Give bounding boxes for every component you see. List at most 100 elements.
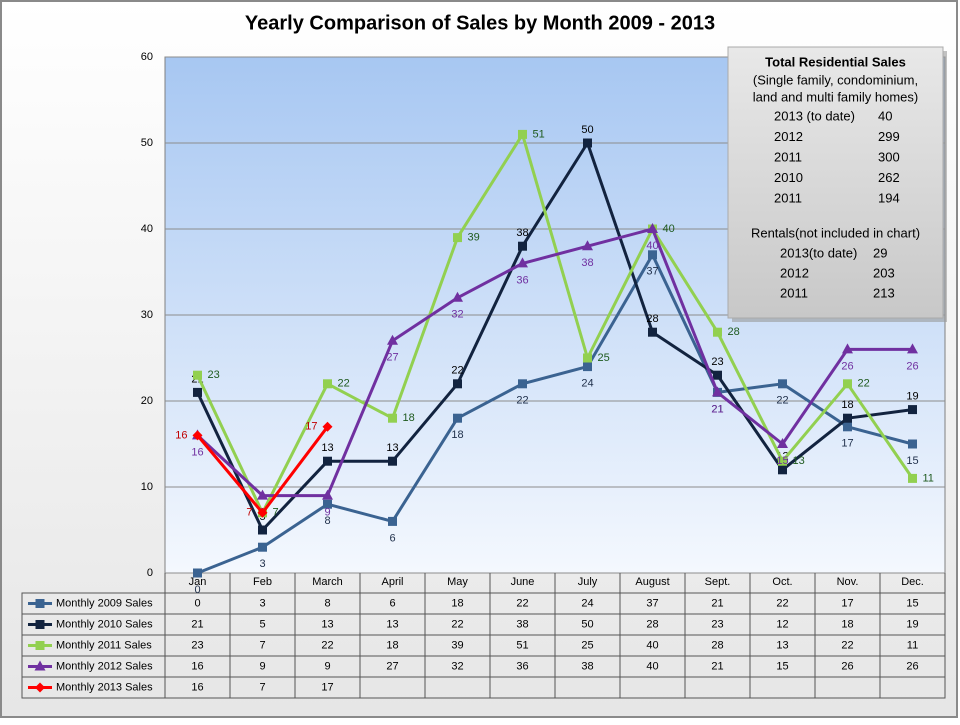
data-label: 23 (711, 356, 723, 368)
y-tick-label: 50 (141, 137, 153, 149)
data-label: 23 (208, 369, 220, 381)
data-label: 28 (728, 326, 740, 338)
data-label: 8 (324, 515, 330, 527)
y-tick-label: 20 (141, 395, 153, 407)
table-cell: 24 (581, 597, 593, 609)
table-cell: 40 (646, 639, 658, 651)
x-tick-label: May (447, 576, 468, 588)
marker (452, 291, 463, 302)
marker (257, 507, 268, 518)
marker (648, 250, 657, 260)
info-rental-value: 203 (873, 265, 895, 280)
info-row-label: 2011 (774, 149, 802, 164)
table-cell: 36 (516, 660, 528, 672)
table-cell: 11 (907, 639, 918, 651)
x-tick-label: Jan (189, 576, 207, 588)
table-cell: 21 (711, 660, 723, 672)
data-label: 40 (646, 240, 658, 252)
legend-marker (34, 660, 46, 671)
data-label: 25 (598, 352, 610, 364)
table-cell: 15 (776, 660, 788, 672)
marker (908, 473, 917, 483)
marker (388, 413, 397, 423)
data-label: 37 (646, 266, 658, 278)
x-tick-label: Dec. (901, 576, 924, 588)
table-cell: 26 (906, 660, 918, 672)
table-cell: 22 (841, 639, 853, 651)
marker (518, 379, 527, 389)
table-cell: 16 (191, 660, 203, 672)
info-rental-label: 2012 (780, 265, 809, 280)
data-label: 13 (321, 442, 333, 454)
table-cell: 26 (841, 660, 853, 672)
info-rental-label: 2013(to date) (780, 245, 857, 260)
marker (258, 542, 267, 552)
data-label: 36 (516, 274, 528, 286)
table-cell: 28 (646, 618, 658, 630)
data-label: 15 (776, 455, 788, 467)
marker (193, 387, 202, 397)
y-tick-label: 60 (141, 51, 153, 63)
marker (453, 233, 462, 243)
table-cell: 6 (389, 597, 395, 609)
table-cell: 7 (259, 681, 265, 693)
marker (778, 379, 787, 389)
table-cell: 22 (776, 597, 788, 609)
marker (843, 413, 852, 423)
data-label: 40 (663, 223, 675, 235)
table-cell: 0 (194, 597, 200, 609)
legend-marker (35, 620, 45, 629)
data-label: 21 (711, 403, 723, 415)
data-label: 51 (533, 128, 545, 140)
data-label: 21 (711, 403, 723, 415)
data-label: 0 (194, 584, 200, 596)
data-label: 7 (246, 507, 252, 519)
x-tick-label: Sept. (705, 576, 731, 588)
data-label: 18 (451, 429, 463, 441)
info-row-label: 2010 (774, 170, 803, 185)
data-label: 17 (305, 421, 317, 433)
data-label: 15 (906, 455, 918, 467)
table-cell: 17 (841, 597, 853, 609)
x-tick-label: Nov. (837, 576, 859, 588)
data-label: 13 (793, 455, 805, 467)
table-cell: 38 (581, 660, 593, 672)
marker (843, 379, 852, 389)
data-label: 28 (646, 313, 658, 325)
data-label: 38 (516, 227, 528, 239)
table-cell: 38 (516, 618, 528, 630)
table-cell: 3 (259, 597, 265, 609)
table-cell: 22 (516, 597, 528, 609)
table-cell: 23 (191, 639, 203, 651)
marker (908, 439, 917, 449)
y-tick-label: 40 (141, 223, 153, 235)
legend-label: Monthly 2009 Sales (56, 597, 153, 609)
x-tick-label: March (312, 576, 343, 588)
table-cell: 21 (711, 597, 723, 609)
data-label: 22 (516, 395, 528, 407)
marker (322, 489, 333, 500)
table-cell: 51 (516, 639, 528, 651)
y-tick-label: 30 (141, 309, 153, 321)
marker (388, 456, 397, 466)
data-label: 26 (841, 360, 853, 372)
table-cell: 13 (386, 618, 398, 630)
table-cell: 7 (259, 639, 265, 651)
info-row-label: 2013 (to date) (774, 108, 855, 123)
marker (713, 370, 722, 380)
marker (322, 421, 333, 432)
data-label: 22 (776, 395, 788, 407)
legend-marker (35, 682, 45, 693)
data-label: 11 (923, 472, 934, 484)
table-cell: 22 (451, 618, 463, 630)
marker (193, 568, 202, 578)
table-cell: 39 (451, 639, 463, 651)
marker (583, 353, 592, 363)
table-cell: 13 (776, 639, 788, 651)
y-tick-label: 0 (147, 567, 153, 579)
marker (582, 240, 593, 251)
data-label: 13 (386, 442, 398, 454)
marker (713, 327, 722, 337)
table-cell: 18 (386, 639, 398, 651)
y-tick-label: 10 (141, 481, 153, 493)
